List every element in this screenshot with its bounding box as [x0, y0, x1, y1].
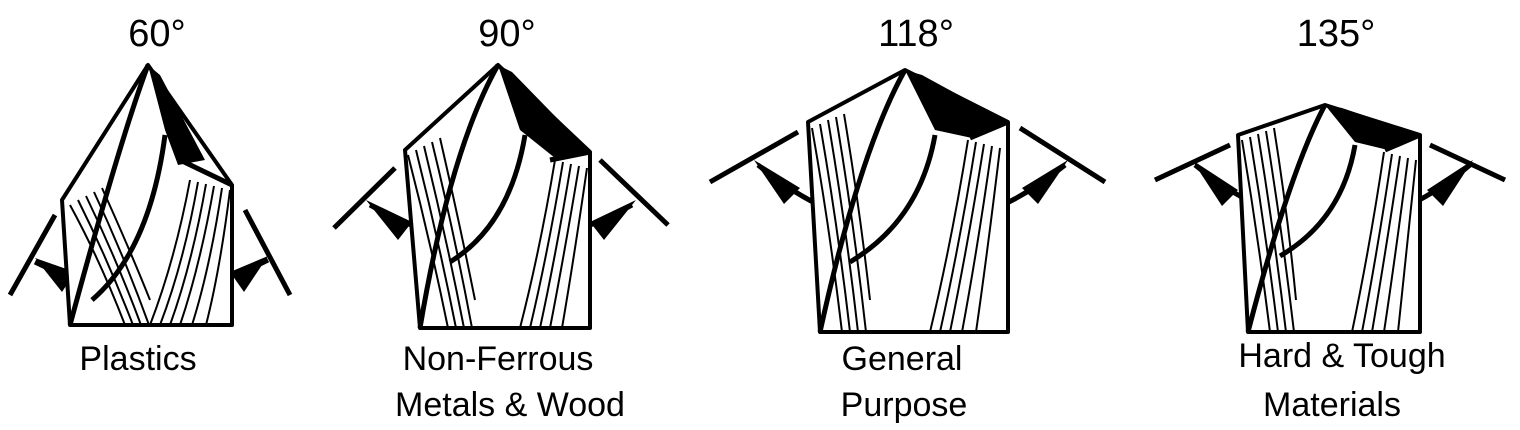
- material-label-line1: Non-Ferrous: [402, 340, 594, 378]
- drill-point-135-illustration: [1153, 103, 1507, 334]
- material-label-line1: General: [841, 340, 963, 378]
- material-label-line1: Hard & Tough: [1238, 337, 1446, 375]
- material-label-line2: Purpose: [840, 386, 968, 424]
- drill-panel-60: 60° Plastics: [0, 0, 320, 430]
- angle-label: 90°: [478, 13, 536, 55]
- drill-point-90-illustration: [332, 63, 670, 330]
- angle-label: 135°: [1296, 13, 1376, 55]
- drill-point-60-illustration: [7, 63, 293, 327]
- material-label-line2: Materials: [1263, 386, 1401, 424]
- angle-label: 118°: [878, 13, 954, 55]
- drill-panel-90: 90° Non-Ferrous Metals & Wood: [320, 0, 690, 430]
- drill-point-118-illustration: [708, 68, 1107, 334]
- angle-label: 60°: [128, 13, 186, 55]
- material-label: Plastics: [79, 340, 197, 378]
- material-label-line2: Metals & Wood: [395, 386, 625, 424]
- drill-panel-118: 118° General Purpose: [690, 0, 1130, 430]
- drill-panel-135: 135° Hard & Tough Materials: [1130, 0, 1520, 430]
